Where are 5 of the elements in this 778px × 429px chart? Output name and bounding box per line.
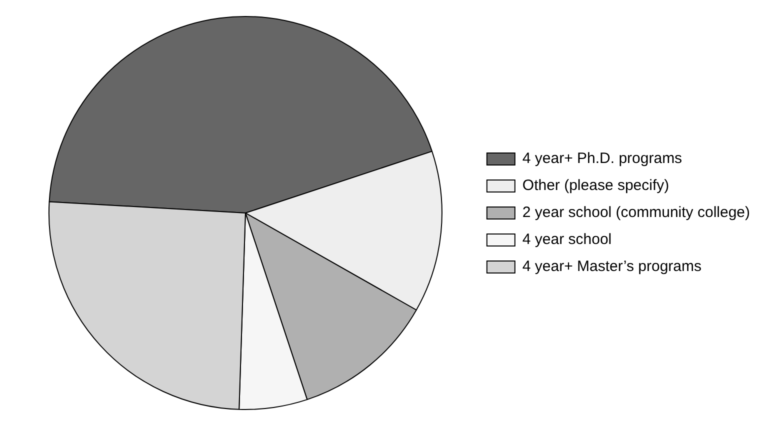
legend-label: 4 year school (522, 231, 612, 248)
legend-label: Other (please specify) (522, 177, 670, 194)
legend-label: 4 year+ Master’s programs (522, 258, 702, 276)
legend-label: 2 year school (community college) (522, 204, 750, 222)
legend-label: 4 year+ Ph.D. programs (522, 150, 682, 168)
